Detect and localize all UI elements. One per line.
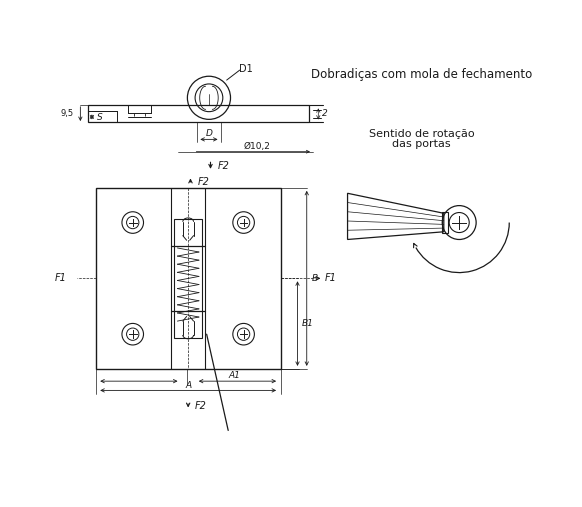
Bar — [174, 219, 202, 338]
Text: D: D — [205, 129, 212, 138]
Text: das portas: das portas — [392, 139, 451, 149]
Text: F2: F2 — [197, 177, 210, 187]
Text: Sentido de rotação: Sentido de rotação — [368, 129, 474, 139]
Text: F1: F1 — [325, 273, 337, 283]
Bar — [96, 188, 281, 369]
Text: A: A — [185, 381, 191, 389]
Text: A1: A1 — [228, 371, 240, 380]
Text: D1: D1 — [239, 63, 253, 74]
Text: B1: B1 — [302, 319, 314, 328]
Text: F2: F2 — [194, 401, 206, 411]
Text: Dobradiças com mola de fechamento: Dobradiças com mola de fechamento — [311, 68, 532, 81]
Bar — [88, 105, 309, 122]
Text: S: S — [97, 113, 103, 122]
Text: 2: 2 — [322, 110, 327, 119]
Text: B: B — [311, 274, 318, 283]
Text: 9,5: 9,5 — [61, 110, 73, 119]
Text: Ø10,2: Ø10,2 — [244, 142, 271, 151]
Text: F2: F2 — [218, 161, 229, 170]
Text: F1: F1 — [55, 273, 66, 283]
Bar — [442, 212, 448, 233]
